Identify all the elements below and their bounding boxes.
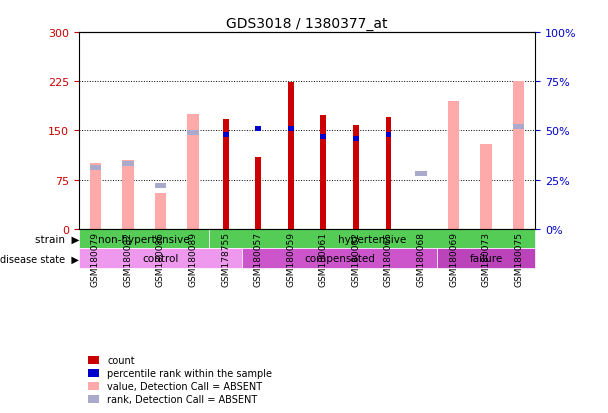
Text: failure: failure — [469, 254, 503, 263]
Bar — [513, 125, 525, 130]
Bar — [122, 161, 134, 229]
Bar — [480, 144, 492, 229]
Bar — [448, 102, 459, 229]
Bar — [79, 249, 242, 268]
Text: GSM180082: GSM180082 — [123, 232, 133, 287]
Bar — [385, 133, 392, 138]
Text: GSM180059: GSM180059 — [286, 232, 295, 287]
Bar — [353, 136, 359, 142]
Text: GSM180065: GSM180065 — [384, 232, 393, 287]
Text: GSM180075: GSM180075 — [514, 232, 523, 287]
Bar — [288, 83, 294, 229]
Text: GSM180073: GSM180073 — [482, 232, 491, 287]
Text: GSM180068: GSM180068 — [416, 232, 426, 287]
Text: non-hypertensive: non-hypertensive — [98, 234, 190, 244]
Bar — [223, 133, 229, 138]
Text: GSM178755: GSM178755 — [221, 232, 230, 287]
Text: disease state  ▶: disease state ▶ — [0, 254, 79, 263]
Bar — [223, 119, 229, 229]
Bar — [320, 134, 326, 140]
Bar — [89, 164, 101, 229]
Bar — [242, 249, 437, 268]
Bar — [187, 115, 199, 229]
Text: control: control — [142, 254, 179, 263]
Bar — [513, 82, 525, 229]
Bar — [89, 166, 101, 171]
Text: GSM180089: GSM180089 — [188, 232, 198, 287]
Text: GSM180069: GSM180069 — [449, 232, 458, 287]
Text: GSM180061: GSM180061 — [319, 232, 328, 287]
Text: GSM180062: GSM180062 — [351, 232, 361, 287]
Bar — [255, 157, 261, 229]
Bar — [122, 162, 134, 167]
Bar — [79, 229, 209, 249]
Text: compensated: compensated — [304, 254, 375, 263]
Bar — [155, 183, 166, 189]
Legend: count, percentile rank within the sample, value, Detection Call = ABSENT, rank, : count, percentile rank within the sample… — [84, 352, 276, 408]
Text: strain  ▶: strain ▶ — [35, 234, 79, 244]
Text: GSM180079: GSM180079 — [91, 232, 100, 287]
Bar — [415, 172, 427, 177]
Title: GDS3018 / 1380377_at: GDS3018 / 1380377_at — [226, 17, 388, 31]
Bar — [353, 126, 359, 229]
Bar — [255, 126, 261, 132]
Bar — [155, 193, 166, 229]
Text: GSM180057: GSM180057 — [254, 232, 263, 287]
Text: hypertensive: hypertensive — [338, 234, 406, 244]
Text: GSM180085: GSM180085 — [156, 232, 165, 287]
Bar — [385, 118, 392, 229]
Bar — [187, 131, 199, 136]
Bar — [288, 126, 294, 132]
Bar — [209, 229, 535, 249]
Bar — [320, 116, 326, 229]
Bar — [437, 249, 535, 268]
